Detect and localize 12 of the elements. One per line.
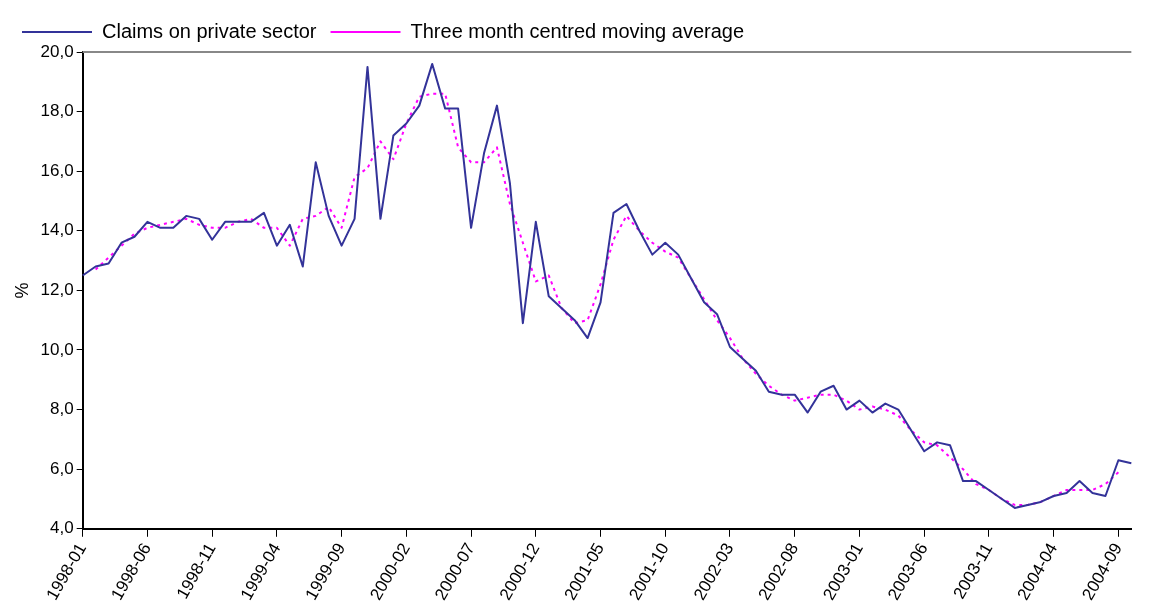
y-tick-label: 8,0 (50, 399, 74, 419)
y-tick-label: 20,0 (40, 41, 74, 61)
legend-label: Three month centred moving average (410, 19, 745, 42)
y-tick-label: 10,0 (40, 339, 74, 359)
y-tick-label: 14,0 (40, 220, 74, 240)
y-axis-title: % (11, 282, 32, 299)
y-tick-label: 12,0 (40, 280, 74, 300)
legend-label: Claims on private sector (102, 19, 317, 42)
y-tick-label: 16,0 (40, 160, 74, 180)
y-tick-label: 4,0 (50, 518, 74, 538)
y-tick-label: 18,0 (40, 101, 74, 121)
y-tick-label: 6,0 (50, 458, 74, 478)
